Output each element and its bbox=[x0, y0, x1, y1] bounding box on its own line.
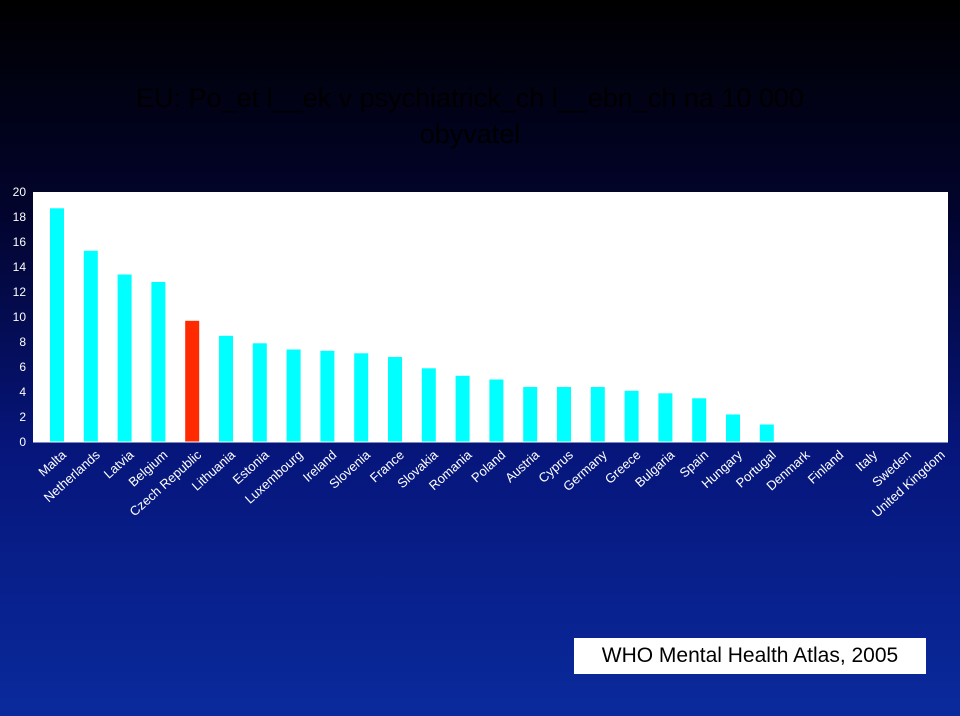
y-tick-label: 16 bbox=[13, 235, 27, 249]
bar-germany bbox=[590, 387, 605, 442]
chart-title-line-1: EU: Po_et l__ek v psychiatrick_ch l__ebn… bbox=[136, 83, 804, 113]
bar-austria bbox=[523, 387, 538, 442]
bar-greece bbox=[624, 390, 639, 443]
bar-spain bbox=[692, 398, 707, 443]
y-tick-label: 12 bbox=[13, 285, 27, 299]
bar-netherlands bbox=[83, 250, 98, 443]
bar-luxembourg bbox=[286, 349, 301, 442]
bar-malta bbox=[50, 208, 64, 442]
bar-portugal bbox=[759, 424, 774, 442]
chart-title-line-2: obyvatel bbox=[419, 119, 521, 149]
y-tick-label: 20 bbox=[13, 185, 27, 199]
y-tick-label: 6 bbox=[19, 360, 26, 374]
chart-title: EU: Po_et l__ek v psychiatrick_ch l__ebn… bbox=[80, 80, 860, 152]
x-tick-label: Poland bbox=[468, 447, 508, 485]
y-tick-label: 10 bbox=[13, 310, 27, 324]
bar-slovakia bbox=[421, 368, 436, 443]
bars bbox=[50, 208, 774, 443]
bar-estonia bbox=[252, 343, 267, 443]
bar-belgium bbox=[151, 282, 166, 442]
y-tick-label: 4 bbox=[19, 385, 26, 399]
bar-cyprus bbox=[557, 387, 571, 442]
x-tick-label: Finland bbox=[805, 447, 847, 487]
bar-ireland bbox=[320, 350, 335, 443]
bar-france bbox=[388, 357, 402, 442]
y-tick-label: 18 bbox=[13, 210, 27, 224]
x-tick-label: Austria bbox=[502, 447, 543, 486]
y-tick-label: 14 bbox=[13, 260, 27, 274]
bar-romania bbox=[455, 375, 470, 443]
bar-slovenia bbox=[354, 353, 369, 443]
bar-czech-republic bbox=[185, 320, 200, 443]
x-tick-label: Italy bbox=[852, 447, 880, 474]
y-axis-ticks: 0 2 4 6 8 10 12 14 16 18 20 bbox=[13, 185, 27, 449]
bar-bulgaria bbox=[658, 393, 673, 443]
bar-poland bbox=[489, 379, 504, 442]
bar-hungary bbox=[726, 414, 740, 442]
bar-lithuania bbox=[219, 335, 233, 443]
y-tick-label: 0 bbox=[19, 435, 26, 449]
y-tick-label: 8 bbox=[19, 335, 26, 349]
y-tick-label: 2 bbox=[19, 410, 26, 424]
source-caption: WHO Mental Health Atlas, 2005 bbox=[574, 638, 926, 674]
bar-latvia bbox=[117, 274, 132, 442]
